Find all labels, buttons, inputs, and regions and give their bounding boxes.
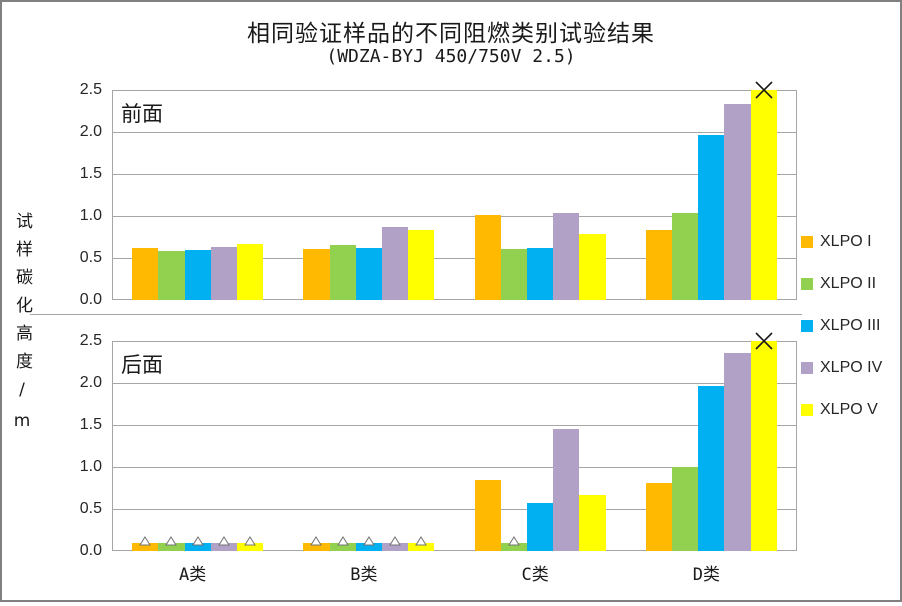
- bar: [184, 542, 211, 551]
- triangle-marker-icon: [165, 533, 178, 546]
- bar: [210, 542, 237, 551]
- triangle-marker-icon: [362, 533, 375, 546]
- chart-subtitle: (WDZA-BYJ 450/750V 2.5): [326, 46, 576, 67]
- bar: [474, 479, 501, 551]
- bar: [236, 243, 264, 300]
- triangle-marker-icon: [139, 533, 152, 546]
- bar: [724, 352, 751, 551]
- gridline: [113, 509, 796, 510]
- triangle-marker-icon: [336, 533, 349, 546]
- bar: [500, 248, 527, 300]
- y-tick-label: 1.0: [79, 458, 102, 475]
- gridline: [113, 132, 796, 133]
- triangle-marker-icon: [389, 533, 401, 546]
- panel-label-back: 后面: [121, 353, 163, 377]
- bar: [381, 542, 409, 551]
- y-tick-label: 0.0: [79, 542, 102, 559]
- gridline: [113, 258, 796, 259]
- bar: [698, 385, 725, 551]
- gridline: [113, 383, 796, 384]
- legend-item: XLPO I: [801, 233, 872, 250]
- bar: [474, 215, 501, 300]
- bar: [236, 542, 264, 551]
- legend-item-label: XLPO IV: [820, 359, 883, 376]
- legend-swatch-icon: [801, 362, 813, 374]
- bar: [579, 494, 606, 551]
- gridline: [113, 174, 796, 175]
- bar: [750, 90, 777, 300]
- bar: [184, 249, 211, 300]
- bar: [210, 247, 237, 300]
- legend-item: XLPO II: [801, 275, 877, 292]
- bar: [329, 245, 356, 300]
- bar: [408, 230, 435, 300]
- x-axis-category-label: C类: [521, 565, 549, 585]
- legend-item-label: XLPO II: [820, 275, 877, 292]
- bar: [355, 542, 382, 551]
- y-tick-label: 2.0: [79, 374, 102, 391]
- bar: [527, 247, 554, 300]
- legend-swatch-icon: [801, 236, 813, 248]
- bar: [132, 247, 159, 300]
- bar: [500, 542, 527, 551]
- legend-item-label: XLPO I: [820, 233, 872, 250]
- bar: [132, 542, 159, 551]
- y-tick-label: 1.0: [79, 207, 102, 224]
- triangle-marker-icon: [508, 533, 520, 546]
- triangle-marker-icon: [217, 533, 230, 546]
- bar: [750, 341, 777, 551]
- triangle-marker-icon: [310, 533, 323, 546]
- y-tick-label: 0.0: [79, 291, 102, 308]
- triangle-marker-icon: [244, 533, 256, 546]
- legend-swatch-icon: [801, 320, 813, 332]
- y-tick-label: 2.0: [79, 123, 102, 140]
- gridline: [113, 467, 796, 468]
- y-tick-label: 1.5: [79, 165, 102, 182]
- bar: [408, 542, 435, 551]
- x-marker-icon: [754, 331, 774, 351]
- panel-divider-line: [30, 314, 802, 315]
- bar: [579, 233, 606, 300]
- y-axis-title: 试样碳化高度/m: [12, 212, 32, 442]
- gridline: [113, 216, 796, 217]
- y-tick-label: 2.5: [79, 332, 102, 349]
- x-axis-category-label: B类: [350, 565, 378, 585]
- gridline: [113, 425, 796, 426]
- legend-swatch-icon: [801, 278, 813, 290]
- x-axis-category-label: A类: [179, 565, 207, 585]
- bar: [645, 482, 673, 551]
- chart-title: 相同验证样品的不同阻燃类别试验结果: [247, 21, 655, 47]
- bar: [672, 212, 699, 300]
- legend-item-label: XLPO V: [820, 401, 878, 418]
- triangle-marker-icon: [415, 533, 428, 546]
- bar: [329, 542, 356, 551]
- bar: [158, 251, 185, 300]
- bar: [553, 429, 580, 551]
- bar: [303, 542, 330, 551]
- bar: [355, 247, 382, 300]
- y-tick-label: 0.5: [79, 500, 102, 517]
- x-marker-icon: [754, 80, 774, 100]
- x-axis-category-label: D类: [692, 565, 720, 585]
- y-tick-label: 1.5: [79, 416, 102, 433]
- y-tick-label: 2.5: [79, 81, 102, 98]
- legend-item: XLPO III: [801, 317, 881, 334]
- triangle-marker-icon: [191, 533, 204, 546]
- bar: [527, 503, 554, 551]
- bar: [698, 134, 725, 300]
- panel-label-front: 前面: [121, 102, 163, 126]
- bar: [158, 542, 185, 551]
- y-tick-label: 0.5: [79, 249, 102, 266]
- legend-item-label: XLPO III: [820, 317, 881, 334]
- bar: [724, 104, 751, 300]
- legend-swatch-icon: [801, 404, 813, 416]
- bar: [672, 467, 699, 551]
- bar: [381, 226, 409, 300]
- bar: [553, 212, 580, 300]
- bar: [645, 230, 673, 300]
- bar: [303, 248, 330, 300]
- legend-item: XLPO V: [801, 401, 878, 418]
- legend-item: XLPO IV: [801, 359, 883, 376]
